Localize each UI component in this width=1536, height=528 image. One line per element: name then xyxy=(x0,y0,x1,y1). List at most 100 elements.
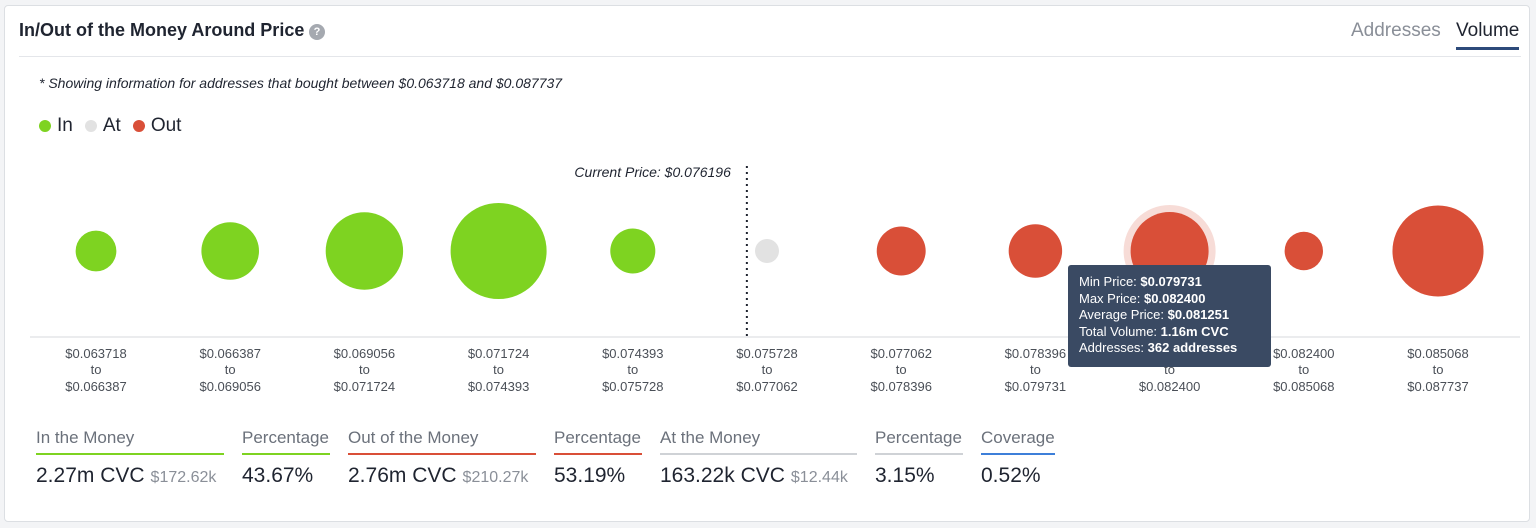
stat-value: 43.67% xyxy=(242,464,330,488)
tab-addresses[interactable]: Addresses xyxy=(1351,20,1441,41)
legend-item-in[interactable]: In xyxy=(39,115,73,137)
tick-label-from: $0.078396 xyxy=(1005,346,1066,361)
tooltip-label: Min Price: xyxy=(1079,274,1141,289)
tick-label-to: $0.077062 xyxy=(736,379,797,394)
bubble-in[interactable] xyxy=(610,228,656,274)
tick-label-to: $0.071724 xyxy=(334,379,395,394)
tick-label-from: $0.075728 xyxy=(736,346,797,361)
stat-sub-value: $12.44k xyxy=(790,469,848,486)
bubble-in[interactable] xyxy=(325,212,404,290)
tick-label-from: $0.074393 xyxy=(602,346,663,361)
chart-card: In/Out of the Money Around Price ? Addre… xyxy=(4,5,1530,522)
stat-value-text: 2.27m CVC xyxy=(36,464,145,487)
range-note: * Showing information for addresses that… xyxy=(39,75,563,91)
stat-block: Percentage 53.19% xyxy=(554,428,642,488)
tick-label-to: $0.074393 xyxy=(468,379,529,394)
tooltip-value: 362 addresses xyxy=(1147,340,1238,355)
tooltip-label: Max Price: xyxy=(1079,290,1145,306)
stat-block: In the Money 2.27m CVC $172.62k xyxy=(36,428,224,488)
tick-label-from: $0.071724 xyxy=(468,346,529,361)
tick-label-to: $0.085068 xyxy=(1273,379,1334,394)
stat-block: At the Money 163.22k CVC $12.44k xyxy=(660,428,857,488)
stat-block: Percentage 43.67% xyxy=(242,428,330,488)
tooltip-label: Total Volume: xyxy=(1079,323,1161,339)
tooltip-row: Total Volume: 1.16m CVC xyxy=(1079,324,1271,341)
tab-volume[interactable]: Volume xyxy=(1456,20,1520,50)
stat-value: 0.52% xyxy=(981,464,1055,488)
tick-label-to-word: to xyxy=(1433,362,1444,377)
legend-label-in: In xyxy=(57,115,73,136)
legend-dot-in xyxy=(39,120,51,132)
tick-label-to: $0.079731 xyxy=(1005,379,1066,394)
stat-value-text: 2.76m CVC xyxy=(348,464,457,487)
tooltip-value: $0.082400 xyxy=(1144,290,1206,306)
tick-label-to: $0.082400 xyxy=(1139,379,1200,394)
legend-label-at: At xyxy=(102,115,121,136)
tick-label-from: $0.077062 xyxy=(870,346,931,361)
tooltip-row: Max Price: $0.082400 xyxy=(1079,291,1271,308)
stat-value: 2.76m CVC $210.27k xyxy=(348,464,536,488)
tick-label-to-word: to xyxy=(762,362,773,377)
tooltip-value: $0.081251 xyxy=(1167,307,1230,322)
tick-label-to: $0.087737 xyxy=(1407,379,1468,394)
bubble-in[interactable] xyxy=(201,222,259,280)
chart-tooltip: Min Price: $0.079731 Max Price: $0.082400… xyxy=(1068,265,1271,367)
stat-value: 3.15% xyxy=(875,464,963,488)
legend-item-at[interactable]: At xyxy=(84,115,121,137)
page-title: In/Out of the Money Around Price xyxy=(19,20,305,40)
tick-label-to-word: to xyxy=(225,362,236,377)
bubble-at[interactable] xyxy=(755,239,779,263)
tick-label-to-word: to xyxy=(896,362,907,377)
header-divider xyxy=(19,56,1521,57)
tick-label-to: $0.069056 xyxy=(199,379,260,394)
tick-label-from: $0.066387 xyxy=(199,346,260,361)
legend-dot-at xyxy=(84,120,97,132)
bubble-in[interactable] xyxy=(75,230,117,272)
bubble-out[interactable] xyxy=(1284,231,1324,271)
stat-label: Percentage xyxy=(242,428,330,455)
tick-label-to: $0.075728 xyxy=(602,379,663,394)
bubble-out[interactable] xyxy=(1392,205,1484,297)
legend: In At Out xyxy=(39,115,193,137)
stat-block: Out of the Money 2.76m CVC $210.27k xyxy=(348,428,536,488)
stat-value-text: 3.15% xyxy=(875,464,935,487)
tooltip-label: Average Price: xyxy=(1079,307,1168,322)
bubble-out[interactable] xyxy=(1008,224,1063,278)
stat-block: Coverage 0.52% xyxy=(981,428,1055,488)
stat-label: Percentage xyxy=(875,428,963,455)
bubble-chart: Current Price: $0.076196$0.063718to$0.06… xyxy=(30,164,1520,394)
legend-item-out[interactable]: Out xyxy=(132,115,181,137)
stat-value-text: 53.19% xyxy=(554,464,626,487)
tooltip-value: $0.079731 xyxy=(1140,274,1202,289)
legend-dot-out xyxy=(132,120,145,132)
tooltip-label: Addresses: xyxy=(1079,340,1148,355)
help-icon[interactable]: ? xyxy=(309,24,325,40)
tick-label-to-word: to xyxy=(91,362,102,377)
tick-label-from: $0.063718 xyxy=(65,346,126,361)
tooltip-row: Addresses: 362 addresses xyxy=(1079,340,1271,357)
stat-sub-value: $172.62k xyxy=(150,469,217,486)
stat-value: 53.19% xyxy=(554,464,642,488)
stat-value: 2.27m CVC $172.62k xyxy=(36,464,224,488)
stat-label: At the Money xyxy=(660,428,857,455)
stat-label: Out of the Money xyxy=(348,428,536,455)
tick-label-to: $0.078396 xyxy=(870,379,931,394)
stat-value: 163.22k CVC $12.44k xyxy=(660,464,857,488)
stat-label: Percentage xyxy=(554,428,642,455)
current-price-label: Current Price: $0.076196 xyxy=(574,164,731,180)
tick-label-from: $0.069056 xyxy=(334,346,395,361)
tooltip-row: Min Price: $0.079731 xyxy=(1079,274,1271,291)
stat-label: Coverage xyxy=(981,428,1055,455)
stat-block: Percentage 3.15% xyxy=(875,428,963,488)
tick-label-to-word: to xyxy=(493,362,504,377)
tick-label-to: $0.066387 xyxy=(65,379,126,394)
bubble-out[interactable] xyxy=(876,226,926,276)
tick-label-from: $0.082400 xyxy=(1273,346,1334,361)
tick-label-to-word: to xyxy=(1298,362,1309,377)
tick-label-from: $0.085068 xyxy=(1407,346,1468,361)
stat-sub-value: $210.27k xyxy=(462,469,529,486)
stat-value-text: 0.52% xyxy=(981,464,1041,487)
stat-label: In the Money xyxy=(36,428,224,455)
bubble-in[interactable] xyxy=(450,203,547,299)
tick-label-to-word: to xyxy=(359,362,370,377)
